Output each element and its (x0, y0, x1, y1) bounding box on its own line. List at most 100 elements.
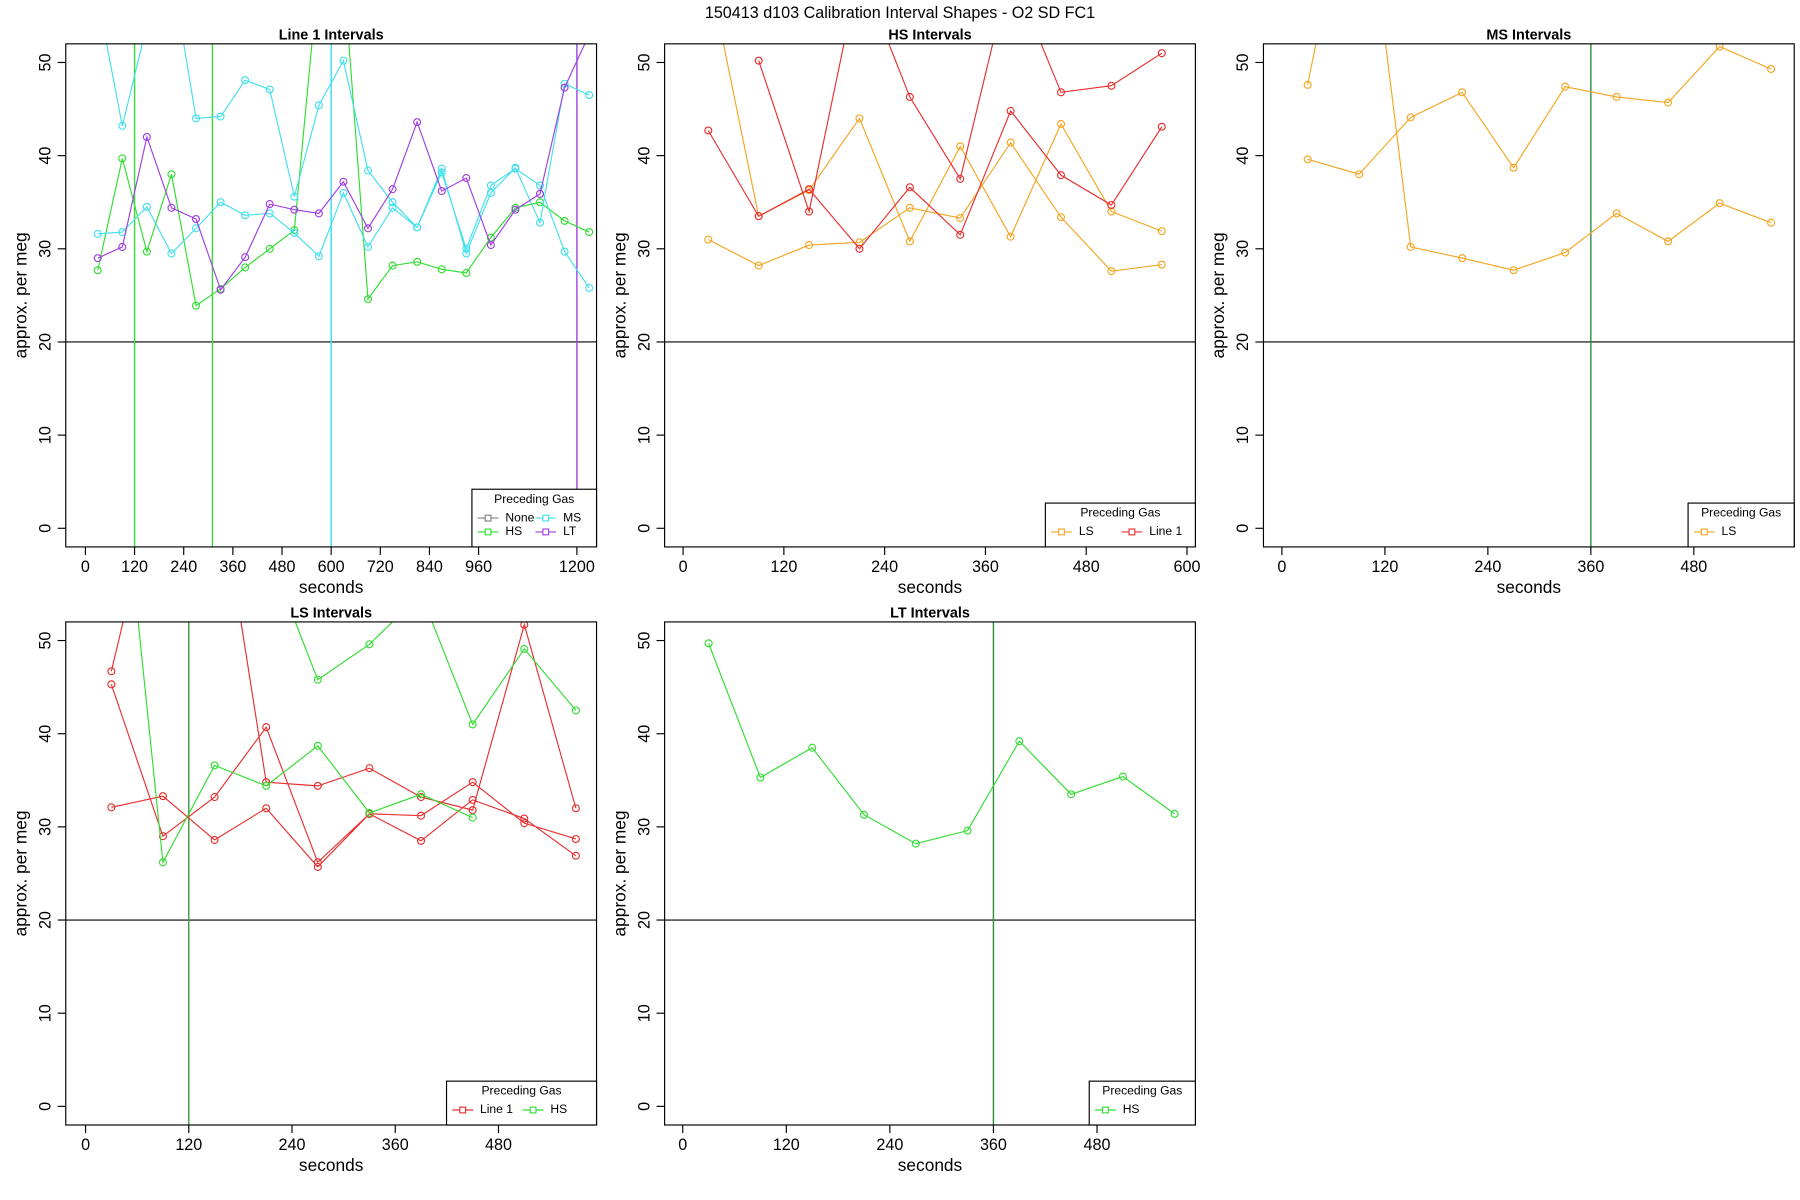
x-tick-label: 0 (81, 558, 90, 576)
data-point (363, 295, 373, 304)
y-tick-label: 50 (1234, 53, 1252, 71)
y-tick-label: 40 (635, 725, 653, 743)
data-point (560, 83, 569, 92)
data-point (1664, 98, 1673, 107)
data-point (511, 205, 520, 214)
data-point (905, 203, 914, 212)
data-point (468, 795, 477, 804)
data-point (1157, 227, 1166, 236)
data-point (1767, 218, 1776, 227)
data-point (1056, 171, 1066, 180)
x-axis-label: seconds (898, 577, 963, 597)
data-point (956, 230, 965, 239)
data-point (1303, 155, 1312, 164)
y-tick-label: 0 (36, 1102, 54, 1111)
x-tick-label: 600 (1174, 558, 1201, 576)
data-point (437, 265, 446, 274)
data-point (107, 667, 116, 676)
y-tick-label: 30 (635, 240, 653, 258)
data-point (571, 851, 580, 860)
data-point (363, 224, 373, 233)
plot-area (65, 43, 597, 547)
x-tick-label: 120 (175, 1136, 202, 1154)
y-axis-label: approx. per meg (609, 232, 629, 358)
data-point (520, 814, 529, 823)
data-point (290, 228, 299, 238)
data-point (158, 858, 168, 867)
y-tick-label: 20 (1234, 333, 1252, 351)
y-tick-label: 50 (635, 632, 653, 650)
legend-label: MS (563, 510, 581, 524)
y-axis-label: approx. per meg (10, 232, 30, 358)
y-tick-label: 20 (635, 333, 653, 351)
data-point (1458, 88, 1467, 97)
data-point (1118, 772, 1127, 781)
y-tick-label: 30 (1234, 240, 1252, 258)
panel-title: LT Intervals (890, 606, 970, 622)
data-point (417, 836, 426, 845)
plot-frame (664, 43, 1196, 548)
legend-label: LS (1722, 524, 1737, 538)
x-tick-label: 0 (679, 558, 688, 576)
data-point (560, 247, 569, 256)
data-point (118, 121, 127, 130)
plot-frame (1262, 43, 1795, 548)
legend-marker (542, 528, 550, 536)
data-point (388, 203, 397, 212)
data-point (704, 235, 713, 244)
data-point (1015, 737, 1024, 746)
data-point (313, 862, 322, 871)
x-tick-label: 1200 (559, 558, 595, 576)
x-tick-label: 360 (1577, 558, 1604, 576)
data-point (167, 170, 176, 179)
legend-marker (1101, 1106, 1109, 1114)
y-tick-label: 20 (36, 333, 54, 351)
data-point (118, 154, 127, 163)
data-point (956, 174, 965, 183)
data-point (905, 183, 914, 192)
data-point (417, 811, 426, 820)
data-point (1006, 232, 1015, 241)
legend-title: Preceding Gas (1080, 506, 1160, 520)
legend-marker (1058, 528, 1065, 536)
x-axis-label: seconds (299, 577, 364, 597)
series-line (97, 43, 590, 307)
y-tick-label: 10 (1234, 426, 1252, 444)
legend-label: Line 1 (1149, 524, 1182, 538)
y-tick-label: 50 (635, 53, 653, 71)
x-tick-label: 360 (980, 1136, 1007, 1154)
data-point (805, 185, 814, 194)
data-point (216, 285, 225, 294)
x-tick-label: 480 (1680, 558, 1707, 576)
data-point (1715, 43, 1724, 51)
data-point (93, 229, 102, 238)
data-point (265, 244, 274, 253)
y-tick-label: 50 (36, 53, 54, 71)
data-point (142, 247, 151, 256)
y-tick-label: 0 (635, 1102, 653, 1111)
data-point (413, 118, 422, 127)
data-point (956, 214, 965, 223)
data-point (107, 680, 116, 689)
data-point (93, 254, 102, 263)
data-point (1509, 266, 1518, 275)
data-point (262, 723, 271, 732)
x-tick-label: 840 (416, 558, 443, 576)
legend-box (1088, 1080, 1196, 1126)
legend-marker (1700, 528, 1708, 536)
legend-marker (484, 514, 492, 522)
y-tick-label: 0 (635, 524, 653, 533)
data-point (1612, 209, 1621, 218)
series-line (97, 43, 586, 292)
legend-marker (542, 514, 550, 522)
data-point (462, 249, 471, 258)
data-point (805, 207, 814, 216)
legend-label: LS (1079, 524, 1094, 538)
data-point (855, 244, 864, 253)
data-point (365, 764, 374, 773)
series-line (97, 43, 590, 289)
x-tick-label: 120 (770, 558, 797, 576)
data-point (241, 263, 250, 272)
x-tick-label: 960 (465, 558, 492, 576)
y-tick-label: 30 (36, 240, 54, 258)
